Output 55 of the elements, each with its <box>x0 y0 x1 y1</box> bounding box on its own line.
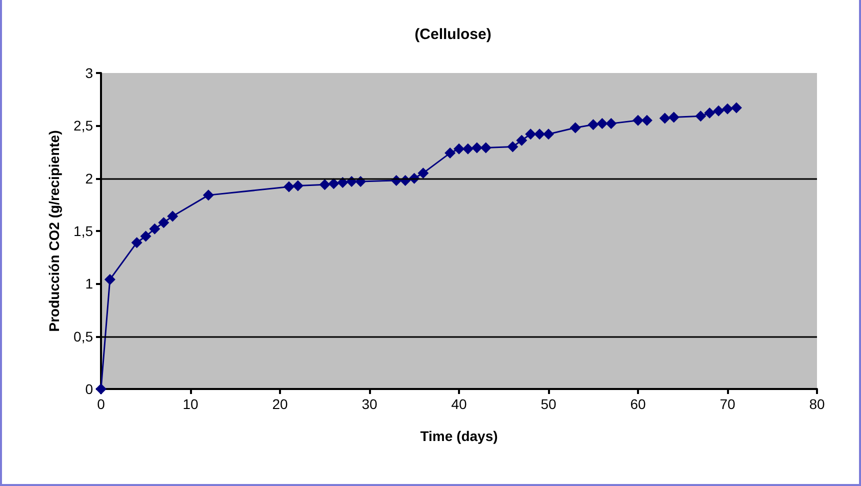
point <box>516 134 528 146</box>
point <box>534 128 546 140</box>
x-axis-title: Time (days) <box>420 428 498 444</box>
point <box>283 181 294 192</box>
point <box>471 142 482 154</box>
y-axis-title: Producción CO2 (g/recipiente) <box>46 130 62 332</box>
x-tick-label: 10 <box>182 396 198 412</box>
y-tick-label: 0,5 <box>74 328 94 344</box>
point <box>525 128 536 140</box>
x-tick-label: 40 <box>451 396 467 412</box>
y-tick-label: 0 <box>85 381 94 397</box>
point <box>695 110 706 122</box>
point <box>668 112 680 123</box>
point <box>462 143 474 154</box>
point <box>659 112 670 124</box>
point <box>588 119 599 130</box>
y-tick-label: 2 <box>85 170 94 186</box>
point <box>167 210 178 222</box>
point <box>713 105 724 116</box>
x-tick-label: 0 <box>97 396 106 412</box>
chart-title: (Cellulose) <box>414 26 492 43</box>
point <box>96 384 106 394</box>
point <box>131 237 142 248</box>
point <box>454 143 464 154</box>
x-tick-label: 60 <box>630 396 646 412</box>
point <box>543 128 554 140</box>
point <box>507 141 518 152</box>
y-tick-label: 2,5 <box>74 118 94 134</box>
x-tick-label: 30 <box>362 396 378 412</box>
point <box>319 179 330 190</box>
point <box>104 274 116 285</box>
point <box>140 230 152 242</box>
point <box>480 142 492 154</box>
point <box>641 114 652 126</box>
y-tick-label: 1 <box>85 276 94 292</box>
x-tick-label: 80 <box>809 396 825 412</box>
point <box>596 118 608 130</box>
point <box>570 122 581 134</box>
point <box>158 217 170 228</box>
x-tick-label: 20 <box>272 396 288 412</box>
point <box>730 102 742 114</box>
point <box>632 114 644 126</box>
point <box>202 190 214 201</box>
x-tick-label: 50 <box>540 396 556 412</box>
y-tick-label: 1,5 <box>74 223 94 239</box>
y-tick-label: 3 <box>85 65 94 81</box>
point <box>292 180 304 192</box>
point <box>328 178 340 190</box>
point <box>704 108 716 119</box>
x-tick-label: 70 <box>720 396 736 412</box>
point <box>722 103 733 114</box>
point <box>418 168 429 179</box>
point <box>606 118 617 130</box>
point <box>149 223 160 234</box>
point <box>444 148 456 159</box>
